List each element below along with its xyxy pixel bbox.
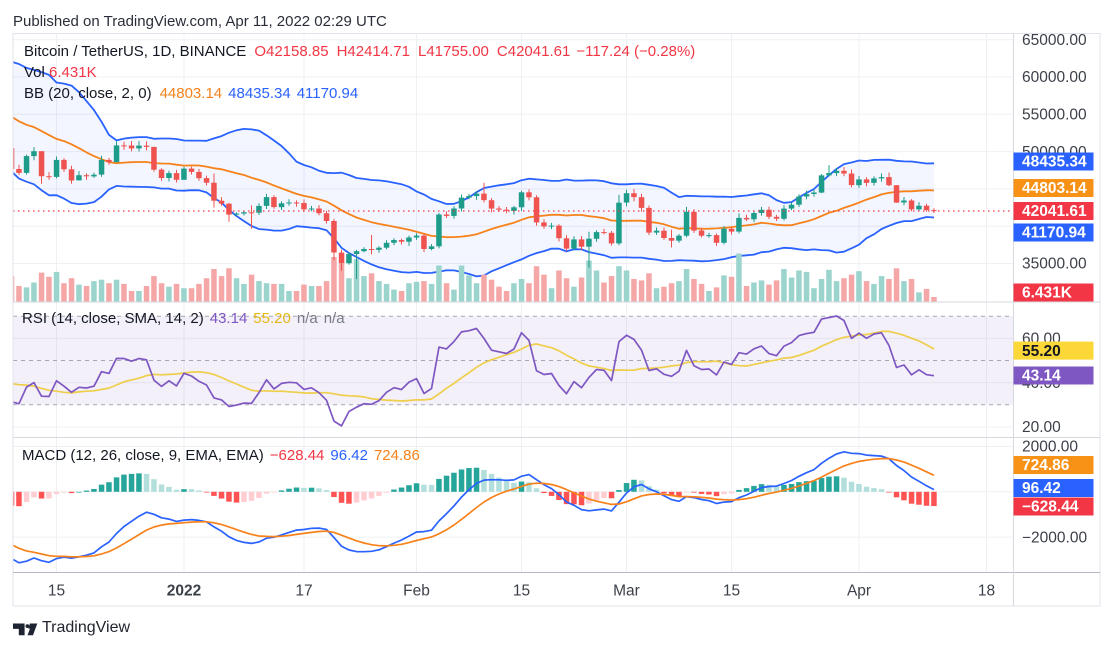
svg-text:−2000.00: −2000.00: [1022, 529, 1087, 546]
svg-text:15: 15: [723, 583, 740, 600]
svg-text:42041.61: 42041.61: [1022, 203, 1087, 220]
svg-text:48435.34: 48435.34: [1022, 154, 1087, 171]
svg-text:Vol 6.431K: Vol 6.431K: [24, 64, 97, 81]
svg-text:−628.44: −628.44: [1022, 499, 1079, 516]
svg-text:Mar: Mar: [613, 583, 640, 600]
svg-text:65000.00: 65000.00: [1022, 32, 1087, 49]
svg-text:55.20: 55.20: [1022, 343, 1061, 360]
svg-text:60000.00: 60000.00: [1022, 69, 1087, 86]
svg-text:15: 15: [48, 583, 65, 600]
svg-text:35000.00: 35000.00: [1022, 256, 1087, 273]
svg-text:15: 15: [513, 583, 530, 600]
svg-text:18: 18: [978, 583, 995, 600]
svg-text:Published on TradingView.com,: Published on TradingView.com, Apr 11, 20…: [13, 13, 387, 30]
svg-text:43.14: 43.14: [1022, 368, 1061, 385]
svg-text:Feb: Feb: [403, 583, 430, 600]
svg-text:44803.14: 44803.14: [1022, 180, 1087, 197]
svg-text:17: 17: [295, 583, 312, 600]
svg-text:2000.00: 2000.00: [1022, 439, 1078, 456]
svg-text:MACD (12, 26, close, 9, EMA, E: MACD (12, 26, close, 9, EMA, EMA) −628.44…: [22, 447, 420, 464]
svg-text:6.431K: 6.431K: [1022, 285, 1073, 302]
svg-text:RSI (14, close, SMA, 14, 2)43.: RSI (14, close, SMA, 14, 2) 43.14 55.20 n/a…: [22, 310, 345, 327]
svg-text:96.42: 96.42: [1022, 480, 1061, 497]
svg-text:20.00: 20.00: [1022, 419, 1061, 436]
svg-text:Bitcoin / TetherUS, 1D, BINANC: Bitcoin / TetherUS, 1D, BINANCE O42158.85…: [24, 43, 695, 60]
svg-text:724.86: 724.86: [1022, 457, 1070, 474]
svg-text:41170.94: 41170.94: [1022, 225, 1086, 242]
svg-text:55000.00: 55000.00: [1022, 107, 1087, 124]
svg-text:TradingView: TradingView: [42, 619, 130, 636]
svg-text:2022: 2022: [167, 583, 201, 600]
svg-text:Apr: Apr: [847, 583, 871, 600]
